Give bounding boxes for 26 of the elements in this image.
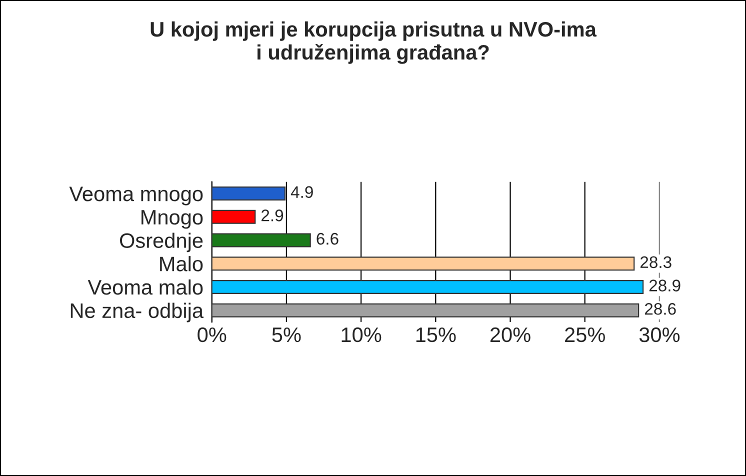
x-tick-label: 30% bbox=[639, 327, 680, 342]
y-tick-label: Mnogo bbox=[142, 210, 203, 229]
x-tick-label: 10% bbox=[342, 327, 382, 342]
y-tick-label: Veoma malo bbox=[88, 279, 203, 295]
bar bbox=[212, 303, 640, 318]
x-tick-label: 5% bbox=[272, 328, 301, 342]
chart-title: U kojoj mjeri je korupcija prisutna u NVO-ima i udruženjima građana? bbox=[150, 21, 597, 64]
bar bbox=[212, 233, 311, 248]
data-label: 28.3 bbox=[640, 256, 672, 268]
x-tick-label: 25% bbox=[565, 327, 605, 342]
x-tick-label: 20% bbox=[490, 327, 530, 342]
y-tick-label: Ne zna- odbija bbox=[70, 302, 204, 322]
y-tick-label: Malo bbox=[160, 256, 203, 272]
y-tick-label: Osrednje bbox=[120, 232, 203, 252]
data-label: 4.9 bbox=[290, 186, 313, 198]
data-label: 2.9 bbox=[262, 210, 284, 222]
bar bbox=[212, 186, 286, 200]
data-label: 28.9 bbox=[649, 280, 680, 292]
x-tick-label: 0% bbox=[198, 327, 226, 342]
y-tick-label: Veoma mnogo bbox=[69, 186, 203, 206]
data-label: 28.6 bbox=[644, 303, 676, 315]
bar bbox=[212, 280, 644, 294]
bar bbox=[212, 210, 256, 224]
data-label: 6.6 bbox=[316, 232, 338, 245]
bar bbox=[212, 256, 635, 271]
x-tick-label: 15% bbox=[416, 328, 456, 342]
